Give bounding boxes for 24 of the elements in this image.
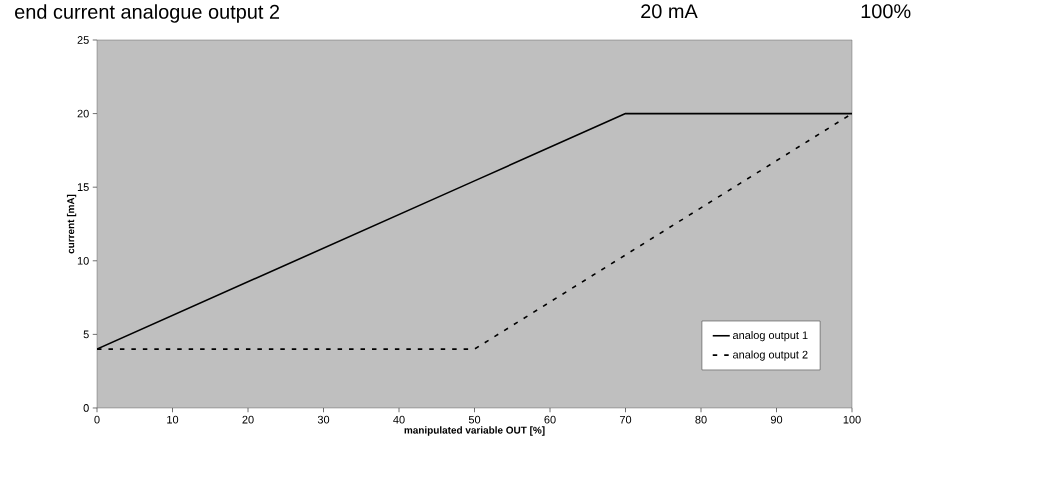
x-tick-label: 20 <box>242 415 254 424</box>
x-tick-label: 10 <box>167 415 179 424</box>
legend-label: analog output 1 <box>733 331 808 342</box>
y-tick-label: 15 <box>77 183 89 192</box>
y-tick-label: 5 <box>83 330 89 339</box>
legend-label: analog output 2 <box>733 350 808 361</box>
x-tick-label: 30 <box>317 415 330 424</box>
y-tick-label: 10 <box>77 256 89 265</box>
x-tick-label: 0 <box>94 415 100 424</box>
x-tick-label: 50 <box>468 415 481 424</box>
text: end current analogue output 2 <box>15 4 280 23</box>
x-tick-label: 80 <box>695 415 707 424</box>
text: 20 mA <box>641 4 698 19</box>
y-tick-label: 20 <box>77 109 89 118</box>
x-tick-label: 70 <box>619 415 632 424</box>
y-tick-label: 0 <box>83 404 89 412</box>
x-tick-label: 60 <box>544 415 556 424</box>
y-axis-title: current [mA] <box>66 194 77 254</box>
x-tick-label: 40 <box>393 415 405 424</box>
x-axis-title: manipulated variable OUT [%] <box>404 426 545 436</box>
y-tick-label: 25 <box>77 36 89 44</box>
x-tick-label: 90 <box>770 415 783 424</box>
x-tick-label: 100 <box>843 415 861 424</box>
text: 100% <box>861 4 911 19</box>
